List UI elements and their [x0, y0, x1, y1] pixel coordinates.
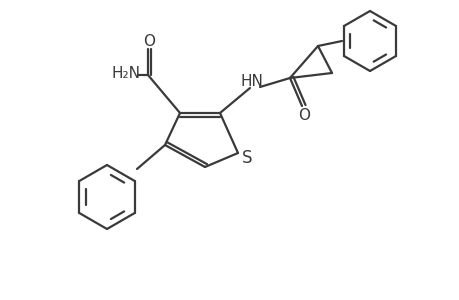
- Text: O: O: [297, 107, 309, 122]
- Text: H₂N: H₂N: [111, 65, 140, 80]
- Text: S: S: [241, 149, 252, 167]
- Text: O: O: [143, 34, 155, 49]
- Text: HN: HN: [240, 74, 263, 88]
